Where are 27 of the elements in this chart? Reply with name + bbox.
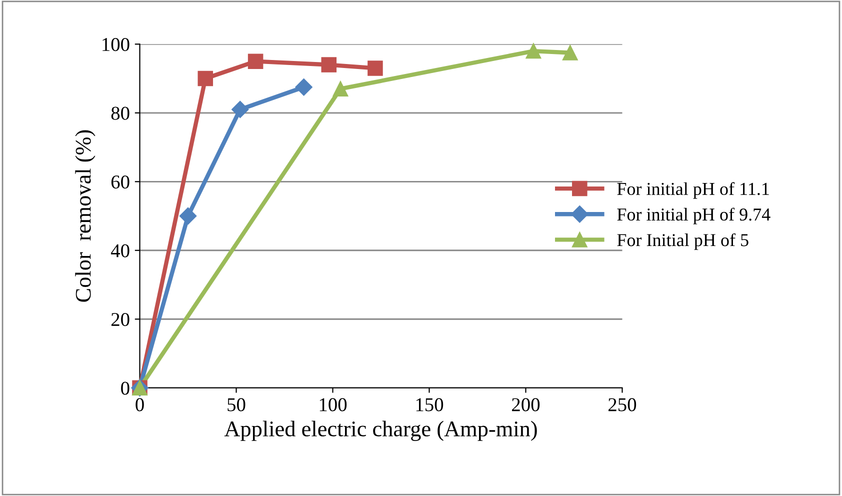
y-tick-label: 40 — [110, 244, 130, 258]
x-tick-label: 250 — [608, 398, 636, 412]
y-tick-label: 60 — [111, 175, 130, 189]
point — [295, 78, 312, 96]
point — [562, 45, 578, 60]
point — [321, 57, 337, 72]
point — [368, 60, 383, 76]
y-tick-label: 20 — [111, 312, 130, 326]
x-tick-label: 50 — [228, 398, 246, 412]
x-tick-label: 150 — [416, 398, 444, 412]
point — [198, 70, 214, 86]
x-axis-title: Applied electric charge (Amp-min) — [224, 420, 537, 441]
legend-label: For Initial pH of 5 — [617, 233, 748, 250]
point — [526, 43, 542, 59]
x-tick-label: 200 — [512, 398, 540, 412]
y-tick-label: 0 — [121, 382, 130, 395]
legend-label: For initial pH of 11.1 — [617, 182, 769, 199]
point — [332, 81, 348, 96]
point — [179, 207, 197, 225]
y-tick-label: 80 — [111, 106, 130, 120]
x-tick-label: 100 — [320, 398, 347, 412]
y-tick-label: 100 — [102, 38, 130, 52]
point — [232, 100, 249, 118]
y-axis-title: Color removal (%) — [75, 130, 96, 302]
legend-label: For initial pH of 9.74 — [617, 208, 770, 224]
x-tick-label: 0 — [136, 398, 144, 412]
point — [248, 54, 264, 69]
